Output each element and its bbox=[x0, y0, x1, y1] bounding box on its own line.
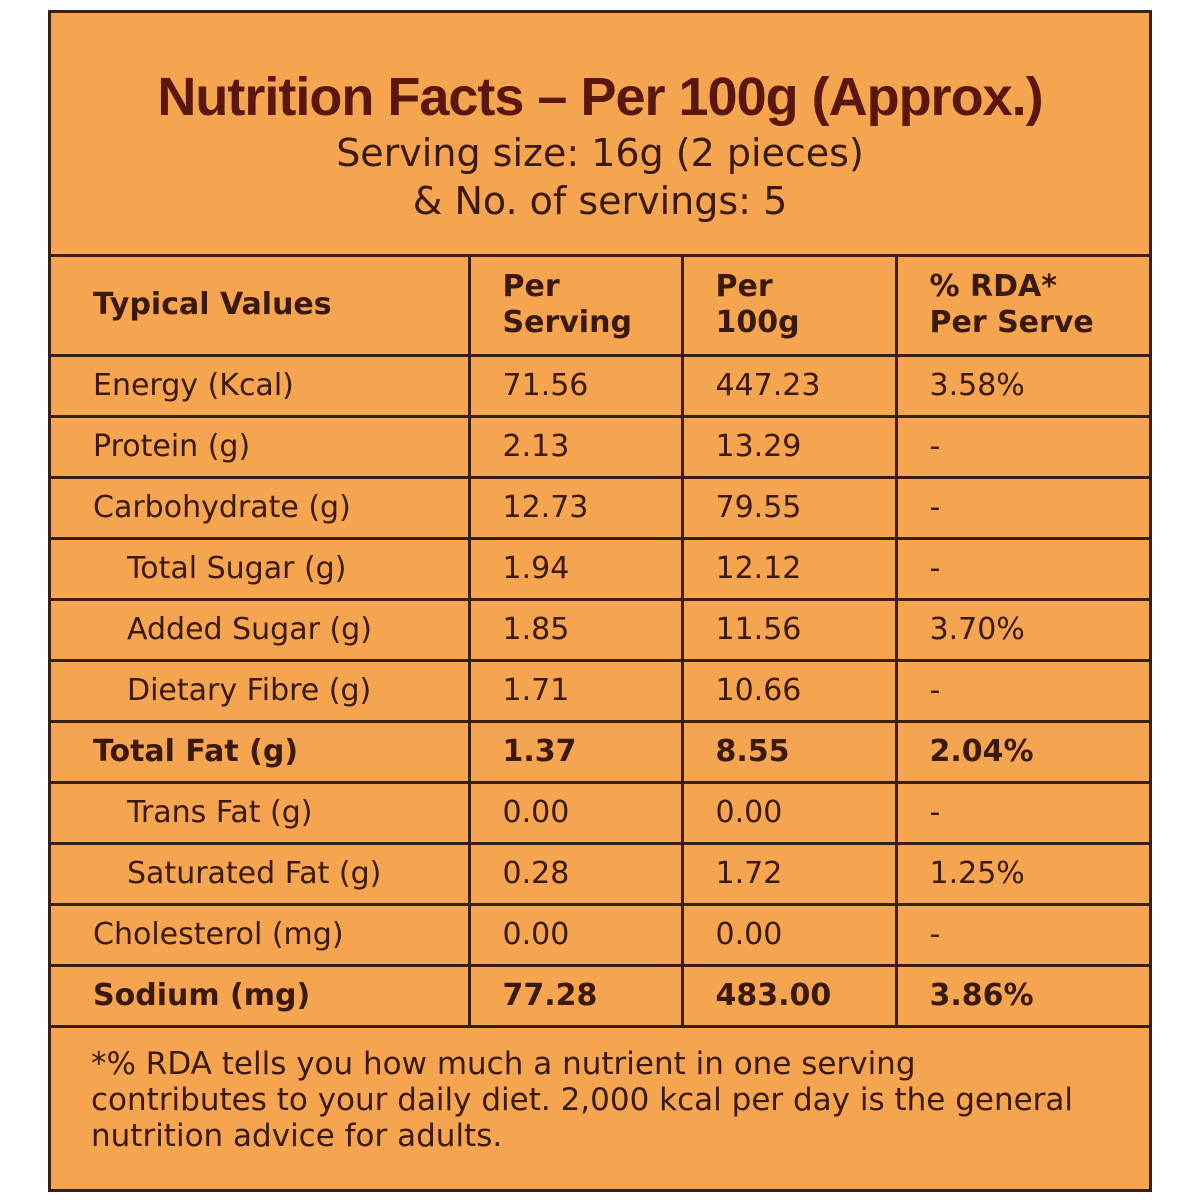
per-100g-value: 13.29 bbox=[682, 416, 898, 479]
table-row: Energy (Kcal) 71.56 447.23 3.58% bbox=[51, 355, 1149, 418]
rda-value: - bbox=[896, 782, 1149, 845]
column-header-per-100g: Per 100g bbox=[682, 257, 898, 357]
table-row: Cholesterol (mg) 0.00 0.00- bbox=[51, 904, 1149, 967]
per-serving-value: 1.71 bbox=[469, 660, 684, 723]
nutrient-label: Energy (Kcal) bbox=[51, 355, 471, 418]
servings-count: & No. of servings: 5 bbox=[412, 179, 788, 223]
table-body: Energy (Kcal) 71.56 447.23 3.58% Protein (g)… bbox=[51, 355, 1149, 1028]
per-100g-value: 8.55 bbox=[682, 721, 898, 784]
per-serving-value: 2.13 bbox=[469, 416, 684, 479]
rda-value: - bbox=[896, 477, 1149, 540]
rda-value: 3.58% bbox=[896, 355, 1149, 418]
nutrient-label: Added Sugar (g) bbox=[51, 599, 471, 662]
serving-size: Serving size: 16g (2 pieces) bbox=[336, 131, 864, 175]
nutrient-label: Cholesterol (mg) bbox=[51, 904, 471, 967]
table-row: Trans Fat (g) 0.00 0.00- bbox=[51, 782, 1149, 845]
per-serving-value: 1.85 bbox=[469, 599, 684, 662]
column-header-rda: % RDA* Per Serve bbox=[896, 257, 1149, 357]
per-serving-value: 1.94 bbox=[469, 538, 684, 601]
table-row: Carbohydrate (g) 12.73 79.55- bbox=[51, 477, 1149, 540]
per-100g-value: 11.56 bbox=[682, 599, 898, 662]
per-100g-value: 12.12 bbox=[682, 538, 898, 601]
rda-footnote: *% RDA tells you how much a nutrient in … bbox=[51, 1028, 1149, 1154]
per-100g-value: 447.23 bbox=[682, 355, 898, 418]
rda-value: - bbox=[896, 416, 1149, 479]
per-100g-value: 483.00 bbox=[682, 965, 898, 1028]
per-serving-value: 77.28 bbox=[469, 965, 684, 1028]
nutrient-label: Dietary Fibre (g) bbox=[51, 660, 471, 723]
rda-value: - bbox=[896, 904, 1149, 967]
nutrient-label: Saturated Fat (g) bbox=[51, 843, 471, 906]
table-row: Protein (g) 2.13 13.29- bbox=[51, 416, 1149, 479]
per-100g-value: 0.00 bbox=[682, 904, 898, 967]
rda-value: 3.70% bbox=[896, 599, 1149, 662]
table-row: Total Fat (g) 1.37 8.55 2.04% bbox=[51, 721, 1149, 784]
footnote-line: contributes to your daily diet. 2,000 kc… bbox=[91, 1081, 1074, 1118]
rda-value: 3.86% bbox=[896, 965, 1149, 1028]
nutrient-label: Total Fat (g) bbox=[51, 721, 471, 784]
footnote-line: nutrition advice for adults. bbox=[91, 1117, 503, 1154]
nutrient-label: Total Sugar (g) bbox=[51, 538, 471, 601]
nutrition-label: Nutrition Facts – Per 100g (Approx.) Ser… bbox=[48, 10, 1152, 1192]
column-header-typical-values: Typical Values bbox=[51, 257, 471, 357]
per-100g-value: 79.55 bbox=[682, 477, 898, 540]
rda-value: 2.04% bbox=[896, 721, 1149, 784]
per-100g-value: 10.66 bbox=[682, 660, 898, 723]
footnote-line: *% RDA tells you how much a nutrient in … bbox=[91, 1045, 916, 1082]
nutrition-table: Typical Values Per Serving Per 100g % RDA*… bbox=[51, 257, 1149, 1028]
table-header-row: Typical Values Per Serving Per 100g % RDA*… bbox=[51, 257, 1149, 357]
nutrition-title: Nutrition Facts – Per 100g (Approx.) bbox=[157, 67, 1043, 127]
column-header-per-serving: Per Serving bbox=[469, 257, 684, 357]
nutrient-label: Carbohydrate (g) bbox=[51, 477, 471, 540]
nutrient-label: Trans Fat (g) bbox=[51, 782, 471, 845]
per-serving-value: 0.28 bbox=[469, 843, 684, 906]
table-row: Total Sugar (g) 1.94 12.12- bbox=[51, 538, 1149, 601]
table-row: Sodium (mg) 77.28 483.00 3.86% bbox=[51, 965, 1149, 1028]
table-row: Added Sugar (g) 1.85 11.56 3.70% bbox=[51, 599, 1149, 662]
rda-value: - bbox=[896, 660, 1149, 723]
per-serving-value: 71.56 bbox=[469, 355, 684, 418]
nutrition-header: Nutrition Facts – Per 100g (Approx.) Ser… bbox=[51, 13, 1149, 257]
per-100g-value: 0.00 bbox=[682, 782, 898, 845]
per-100g-value: 1.72 bbox=[682, 843, 898, 906]
per-serving-value: 0.00 bbox=[469, 782, 684, 845]
nutrient-label: Sodium (mg) bbox=[51, 965, 471, 1028]
table-row: Saturated Fat (g) 0.28 1.72 1.25% bbox=[51, 843, 1149, 906]
per-serving-value: 0.00 bbox=[469, 904, 684, 967]
table-row: Dietary Fibre (g) 1.71 10.66- bbox=[51, 660, 1149, 723]
per-serving-value: 1.37 bbox=[469, 721, 684, 784]
nutrient-label: Protein (g) bbox=[51, 416, 471, 479]
rda-value: - bbox=[896, 538, 1149, 601]
rda-value: 1.25% bbox=[896, 843, 1149, 906]
per-serving-value: 12.73 bbox=[469, 477, 684, 540]
